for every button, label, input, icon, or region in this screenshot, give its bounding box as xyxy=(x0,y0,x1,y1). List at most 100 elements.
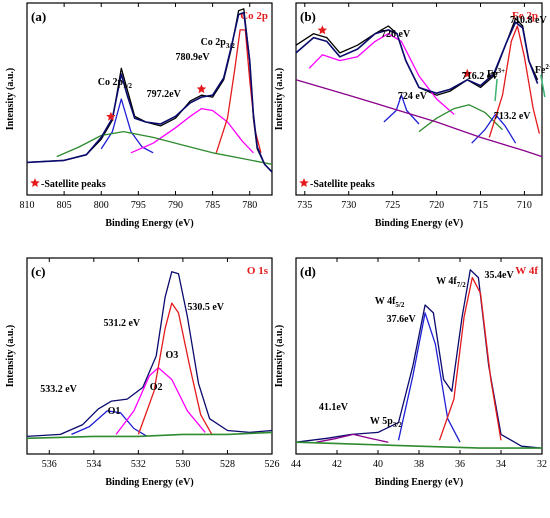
x-tick-label: 44 xyxy=(291,459,301,470)
y-axis-label: Intensity (a.u.) xyxy=(5,68,16,131)
satellite-star xyxy=(196,84,207,94)
x-axis-label: Binding Energy (eV) xyxy=(375,477,463,488)
series-line xyxy=(295,17,539,96)
annotation-label: W 5p3/2 xyxy=(370,416,402,429)
series-line xyxy=(438,276,502,441)
panel-label: (b) xyxy=(300,9,316,24)
series-line xyxy=(471,113,517,144)
annotation-label: 726 eV xyxy=(381,29,411,40)
y-axis-label: Intensity (a.u.) xyxy=(274,68,285,131)
annotation-label: 797.2eV xyxy=(147,89,182,100)
panel-title: W 4f xyxy=(515,265,538,277)
x-tick-label: 800 xyxy=(94,200,109,211)
annotation-label: O1 xyxy=(108,406,121,417)
series-line xyxy=(130,107,254,154)
annotation-label: W 4f5/2 xyxy=(375,296,405,309)
annotation-label: O3 xyxy=(166,350,179,361)
annotation-label: 780.9eV xyxy=(175,52,210,63)
panel-title: Co 2p xyxy=(240,10,268,22)
x-axis-label: Binding Energy (eV) xyxy=(105,218,193,229)
x-tick-label: 32 xyxy=(537,459,547,470)
x-tick-label: 735 xyxy=(297,200,312,211)
plot-frame xyxy=(26,2,273,196)
x-tick-label: 795 xyxy=(131,200,146,211)
x-tick-label: 42 xyxy=(332,459,342,470)
annotation-label: 41.1eV xyxy=(319,402,349,413)
x-tick-label: 530 xyxy=(175,459,190,470)
panel-label: (a) xyxy=(31,9,46,24)
plot-frame xyxy=(295,2,543,196)
plot-frame xyxy=(295,257,543,455)
legend-label: -Satellite peaks xyxy=(41,179,106,190)
series-line xyxy=(316,433,389,443)
x-tick-label: 785 xyxy=(205,200,220,211)
panel-label: (c) xyxy=(31,264,45,279)
series-line xyxy=(418,104,503,133)
x-tick-label: 805 xyxy=(57,200,72,211)
panel-title: Fe 2p xyxy=(512,10,538,22)
x-tick-label: 810 xyxy=(20,200,35,211)
series-line xyxy=(295,269,543,449)
series-line xyxy=(56,130,273,165)
x-tick-label: 720 xyxy=(429,200,444,211)
x-tick-label: 780 xyxy=(242,200,257,211)
panel-d: 44 42 40 38 36 34 32 Binding Energy (eV) Intensi… xyxy=(274,257,547,488)
annotation-label: Co 2p3/2 xyxy=(201,37,236,50)
x-tick-label: 40 xyxy=(373,459,383,470)
legend-star xyxy=(30,178,40,187)
series-line xyxy=(397,312,461,443)
x-tick-label: 532 xyxy=(131,459,146,470)
annotation-label: 710.8 eV xyxy=(510,15,547,26)
annotation-label: W 4f7/2 xyxy=(436,276,466,289)
satellite-star xyxy=(317,25,328,35)
x-tick-label: 536 xyxy=(42,459,57,470)
series-line xyxy=(215,29,262,154)
x-tick-label: 34 xyxy=(496,459,506,470)
satellite-star xyxy=(462,68,473,78)
x-axis-label: Binding Energy (eV) xyxy=(105,477,193,488)
annotation-label: 531.2 eV xyxy=(103,318,140,329)
series-line xyxy=(26,431,273,440)
annotation-label: 713.2 eV xyxy=(494,111,531,122)
annotation-label: Fe3+ xyxy=(487,67,505,80)
legend-label: -Satellite peaks xyxy=(310,179,375,190)
x-tick-label: 790 xyxy=(168,200,183,211)
legend-star xyxy=(299,178,309,187)
series-line xyxy=(295,21,539,94)
panel-b: 735 730 725 720 715 710 Binding Energy (eV) Int… xyxy=(274,2,550,229)
series-line xyxy=(295,79,543,158)
annotation-label: Fe2+ xyxy=(535,63,550,76)
series-line xyxy=(488,25,541,138)
series-line xyxy=(308,33,455,115)
satellite-star xyxy=(106,111,116,121)
annotation-label: 533.2 eV xyxy=(40,384,77,395)
fe-arrow xyxy=(540,74,546,98)
panel-title: O 1s xyxy=(247,265,269,277)
x-axis-label: Binding Energy (eV) xyxy=(375,218,463,229)
annotation-label: Co 2p1/2 xyxy=(98,77,133,90)
panel-c: 536 534 532 530 528 526 Binding Energy (eV) Int… xyxy=(5,257,280,488)
series-line xyxy=(26,11,273,173)
x-tick-label: 730 xyxy=(341,200,356,211)
annotation-label: O2 xyxy=(150,382,163,393)
panel-label: (d) xyxy=(300,264,316,279)
series-line xyxy=(295,441,542,449)
annotation-label: 530.5 eV xyxy=(187,302,224,313)
y-axis-label: Intensity (a.u.) xyxy=(5,325,16,388)
x-tick-label: 710 xyxy=(517,200,532,211)
series-line xyxy=(383,94,420,125)
x-tick-label: 715 xyxy=(473,200,488,211)
x-tick-label: 725 xyxy=(385,200,400,211)
annotation-label: 724 eV xyxy=(398,91,428,102)
series-line xyxy=(26,271,273,438)
x-tick-label: 36 xyxy=(455,459,465,470)
x-tick-label: 38 xyxy=(414,459,424,470)
series-line xyxy=(137,302,213,435)
annotation-label: 35.4eV xyxy=(485,270,515,281)
fe-arrow xyxy=(494,78,498,102)
plot-frame xyxy=(26,257,273,455)
y-axis-label: Intensity (a.u.) xyxy=(274,325,285,388)
panel-a: 810 805 800 795 790 785 780 Binding Energy (eV)… xyxy=(5,2,273,229)
annotation-label: 716.2 eV xyxy=(462,71,499,82)
